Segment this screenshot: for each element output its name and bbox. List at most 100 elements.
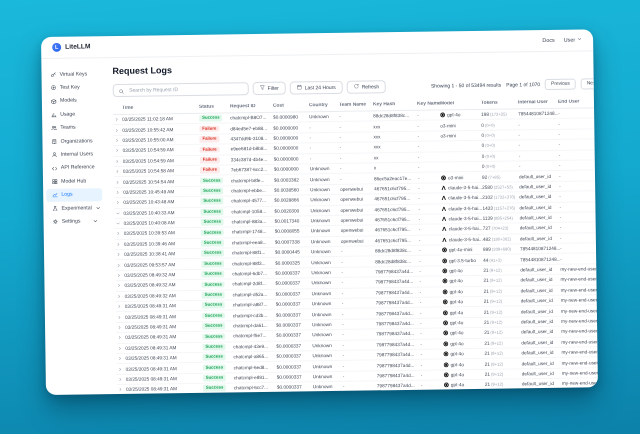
cell-key-name: - xyxy=(417,164,420,170)
chevron-right-icon[interactable] xyxy=(114,179,123,184)
cell-tokens: 21(9+12) xyxy=(483,319,503,325)
settings-icon xyxy=(53,219,59,225)
sidebar-item-label: Teams xyxy=(60,124,76,132)
table-row[interactable]: 03/25/2025 10:39:53 AM Success chatcmpl-17… xyxy=(114,222,596,240)
user-menu[interactable]: User xyxy=(564,36,582,43)
sidebar-item-organizations[interactable]: Organizations xyxy=(45,134,101,148)
chevron-right-icon[interactable] xyxy=(116,315,125,320)
chevron-down-icon[interactable] xyxy=(115,221,124,226)
chevron-down-icon[interactable] xyxy=(114,211,123,216)
sidebar-item-model-hub[interactable]: Model Hub xyxy=(46,174,102,188)
table-row[interactable]: 03/25/2025 10:43:48 AM Success chatcmpl-45… xyxy=(114,191,596,209)
chevron-right-icon[interactable] xyxy=(116,304,125,309)
cell-key-name: - xyxy=(420,372,423,378)
previous-page-button[interactable]: Previous xyxy=(545,78,576,90)
chevron-right-icon[interactable] xyxy=(114,148,123,153)
sidebar-item-teams[interactable]: Teams xyxy=(45,121,101,135)
table-row[interactable]: 03/25/2025 08:49:32 AM Success chatcmpl-6d… xyxy=(115,264,598,282)
chevron-right-icon[interactable] xyxy=(117,387,126,392)
chevron-right-icon[interactable] xyxy=(117,366,126,371)
table-row[interactable]: 03/25/2025 10:40:33 AM Success chatcmpl-10… xyxy=(114,201,596,219)
cell-tokens: 0(0+0) xyxy=(481,122,495,128)
refresh-button[interactable]: Refresh xyxy=(346,80,387,94)
chevron-right-icon[interactable] xyxy=(116,356,125,361)
status-badge: Success xyxy=(201,291,226,299)
table-row[interactable]: 03/25/2025 08:49:31 AM Success chatcmpl-da… xyxy=(115,316,598,334)
chevron-right-icon[interactable] xyxy=(115,283,124,288)
chevron-right-icon[interactable] xyxy=(116,346,125,351)
sidebar-item-usage[interactable]: Usage xyxy=(45,107,101,121)
cell-request-id: chatcmpl-43e9... xyxy=(233,343,269,350)
chevron-right-icon[interactable] xyxy=(115,231,124,236)
cell-country: Unknown xyxy=(309,166,330,172)
table-row[interactable]: 03/25/2025 10:54:59 AM Failure e9ee681d-b8… xyxy=(113,139,595,157)
chevron-right-icon[interactable] xyxy=(113,127,122,132)
cell-cost: $0.0000337 xyxy=(275,312,301,318)
docs-link[interactable]: Docs xyxy=(542,37,555,44)
table-row[interactable]: 03/25/2025 08:49:31 AM Success chatcmpl-6c… xyxy=(116,378,598,395)
chevron-right-icon[interactable] xyxy=(114,169,123,174)
cell-model: gpt-4o xyxy=(442,278,483,284)
table-row[interactable]: 03/25/2025 08:49:32 AM Success chatcmpl-d5… xyxy=(115,284,598,303)
sidebar-item-settings[interactable]: Settings xyxy=(46,214,102,228)
table-row[interactable]: 03/25/2025 08:49:31 AM Success chatcmpl-43… xyxy=(116,336,598,354)
chevron-right-icon[interactable] xyxy=(116,335,125,340)
chevron-right-icon[interactable] xyxy=(114,190,123,195)
table-row[interactable]: 03/25/2025 10:54:58 AM Failure 7eb67387-6c… xyxy=(113,160,595,178)
filter-button[interactable]: Filter xyxy=(252,81,286,96)
table-row[interactable]: 03/25/2025 08:49:31 AM Success chatcmpl-a8… xyxy=(116,347,598,365)
cell-key-hash: 7987798437a4d... xyxy=(376,362,415,368)
cell-request-id: chatcmpl-cd3b... xyxy=(232,312,268,318)
cell-country: Unknown xyxy=(311,259,331,265)
chevron-right-icon[interactable] xyxy=(113,138,122,143)
search-input[interactable] xyxy=(127,84,243,95)
chevron-right-icon[interactable] xyxy=(114,159,123,164)
table-row[interactable]: 03/25/2025 08:49:31 AM Success chatcmpl-a8… xyxy=(115,295,598,313)
chevron-right-icon[interactable] xyxy=(113,117,122,122)
cell-country: Unknown xyxy=(312,353,333,359)
chevron-right-icon[interactable] xyxy=(115,263,124,268)
sidebar-item-logs[interactable]: Logs xyxy=(46,187,103,202)
cell-internal-user: default_user_id xyxy=(519,183,552,190)
sidebar-item-internal-users[interactable]: Internal Users xyxy=(46,148,102,162)
cell-request-id: d84ed5e7-eb88... xyxy=(230,125,268,131)
sidebar-item-test-key[interactable]: Test Key xyxy=(45,81,101,95)
cell-model: gpt-4o xyxy=(442,289,484,295)
table-row[interactable]: 03/25/2025 08:49:31 AM Success chatcmpl-cd… xyxy=(115,305,598,323)
sidebar-item-virtual-keys[interactable]: Virtual Keys xyxy=(44,67,100,81)
table-row[interactable]: 03/25/2025 08:49:32 AM Success chatcmpl-2d… xyxy=(115,274,598,292)
time-range-button[interactable]: Last 24 Hours xyxy=(289,80,343,95)
table-row[interactable]: 03/25/2025 10:38:41 AM Success chatcmpl-88… xyxy=(114,243,597,261)
sidebar-item-experimental[interactable]: Experimental xyxy=(46,201,102,215)
table-row[interactable]: 03/25/2025 08:49:31 AM Success chatcmpl-6e… xyxy=(116,357,598,375)
openai-logo-icon xyxy=(443,372,449,378)
chevron-right-icon[interactable] xyxy=(116,325,125,330)
table-row[interactable]: 03/25/2025 08:49:31 AM Success chatcmpl-e8… xyxy=(116,368,598,386)
sidebar-item-models[interactable]: Models xyxy=(45,94,101,108)
cell-tokens: 727(704+23) xyxy=(482,226,509,232)
chevron-right-icon[interactable] xyxy=(115,242,124,247)
chevron-right-icon[interactable] xyxy=(116,294,125,299)
table-row[interactable]: 03/25/2025 10:39:46 AM Success chatcmpl-ee… xyxy=(114,232,596,251)
column-header-end-user: End User xyxy=(557,99,580,105)
cell-key-name: - xyxy=(418,206,421,212)
table-row[interactable]: 03/25/2025 10:54:59 AM Failure 334c387d-4b… xyxy=(113,149,595,167)
cell-team-name: - xyxy=(342,342,344,348)
column-header-request-id: Request ID xyxy=(229,104,256,110)
table-row[interactable]: 03/25/2025 10:55:00 AM Failure 4347dd9b-31… xyxy=(113,129,595,147)
search-box[interactable] xyxy=(112,82,249,98)
chevron-right-icon[interactable] xyxy=(117,377,126,382)
table-row[interactable]: 03/25/2025 10:54:54 AM Success chatcmpl-b8… xyxy=(113,170,596,188)
table-row[interactable]: 03/25/2025 10:45:49 AM Success chatcmpl-eb… xyxy=(114,181,596,199)
table-row[interactable]: 03/25/2025 10:55:42 AM Failure d84ed5e7-eb… xyxy=(113,118,595,136)
sidebar-item-api-reference[interactable]: API Reference xyxy=(46,161,102,175)
anthropic-logo-icon xyxy=(442,237,447,242)
table-row[interactable]: 03/25/2025 11:02:18 AM Success chatcmpl-B8… xyxy=(113,108,595,126)
chevron-right-icon[interactable] xyxy=(114,200,123,205)
brand[interactable]: L LiteLLM xyxy=(52,42,90,52)
chevron-right-icon[interactable] xyxy=(115,273,124,278)
chevron-right-icon[interactable] xyxy=(115,252,124,257)
table-row[interactable]: 03/25/2025 08:49:31 AM Success chatcmpl-f5… xyxy=(116,326,598,344)
table-row[interactable]: 03/25/2025 09:53:57 AM Success chatcmpl-88… xyxy=(115,253,597,271)
table-row[interactable]: 03/25/2025 10:40:08 AM Success chatcmpl-88… xyxy=(114,212,596,230)
